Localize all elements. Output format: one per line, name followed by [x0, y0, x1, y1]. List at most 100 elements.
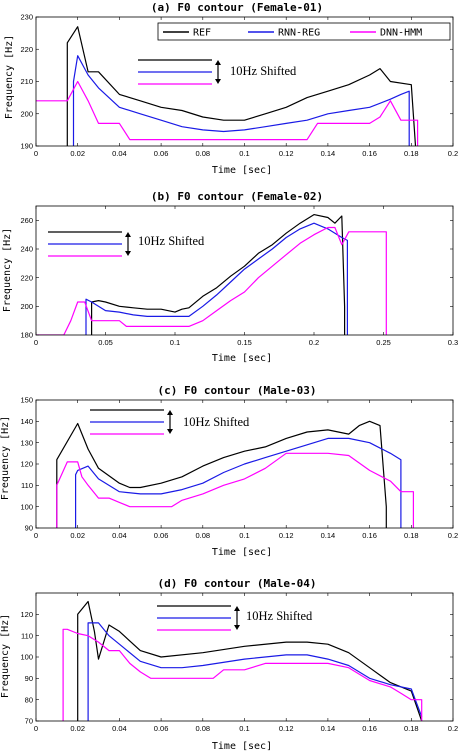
- y-axis-label: Frequency [Hz]: [2, 228, 13, 312]
- y-tick-label: 240: [20, 245, 33, 254]
- x-tick-label: 0.12: [279, 724, 294, 733]
- y-tick-label: 190: [20, 142, 33, 151]
- x-axis-label: Time [sec]: [212, 353, 272, 364]
- y-tick-label: 220: [20, 273, 33, 282]
- axes-box: [35, 205, 454, 336]
- x-tick-label: 0.06: [154, 149, 169, 158]
- x-axis-label: Time [sec]: [212, 165, 272, 176]
- y-tick-label: 200: [20, 109, 33, 118]
- y-tick-label: 180: [20, 331, 33, 340]
- series-line-rnn-reg: [72, 55, 410, 146]
- y-tick-label: 200: [20, 302, 33, 311]
- x-tick-label: 0.05: [98, 338, 113, 347]
- shift-annotation: 10Hz Shifted: [246, 609, 313, 623]
- y-axis-label: Frequency [Hz]: [0, 614, 11, 698]
- x-tick-label: 0.06: [154, 531, 169, 540]
- x-tick-label: 0.18: [404, 149, 419, 158]
- series-line-ref: [77, 600, 423, 721]
- legend-box: [157, 22, 451, 41]
- plot-area: 0 0.02 0.04 0.06 0.08 0.1 0.12 0.14 0.16 0.18 0.2 9…: [20, 396, 458, 540]
- y-axis-label: Frequency [Hz]: [4, 35, 15, 119]
- y-tick-label: 260: [20, 216, 33, 225]
- x-tick-label: 0.08: [195, 149, 210, 158]
- x-tick-label: 0: [34, 724, 38, 733]
- x-tick-label: 0: [34, 149, 38, 158]
- x-axis-label: Time [sec]: [212, 741, 272, 752]
- x-tick-label: 0: [34, 531, 38, 540]
- x-tick-label: 0.18: [404, 531, 419, 540]
- plot-area: 0 0.05 0.1 0.15 0.2 0.25 0.3 180 200 220 240 260 10H…: [20, 205, 458, 347]
- series-line-ref: [56, 420, 387, 528]
- x-tick-label: 0.14: [321, 531, 336, 540]
- x-tick-label: 0.04: [112, 149, 127, 158]
- x-tick-label: 0.02: [70, 724, 85, 733]
- series-line-dnn-hmm: [62, 628, 423, 721]
- x-tick-label: 0.08: [195, 724, 210, 733]
- panel-a: (a) F0 contour (Female-01) 0 0.02 0.04 0.06…: [4, 1, 458, 176]
- y-tick-label: 220: [20, 45, 33, 54]
- x-tick-label: 0.04: [112, 531, 127, 540]
- arrow-head-up: [125, 232, 131, 237]
- x-tick-label: 0.2: [309, 338, 319, 347]
- y-tick-label: 110: [21, 631, 33, 640]
- y-tick-label: 120: [20, 460, 33, 469]
- y-tick-label: 120: [20, 610, 33, 619]
- legend-label: RNN-REG: [278, 28, 320, 39]
- x-tick-label: 0.14: [321, 149, 336, 158]
- y-tick-label: 90: [25, 674, 33, 683]
- x-tick-label: 0.04: [112, 724, 127, 733]
- x-tick-label: 0.2: [448, 531, 458, 540]
- series-group: [56, 420, 414, 528]
- x-tick-label: 0.15: [237, 338, 252, 347]
- shift-annotation: 10Hz Shifted: [183, 415, 250, 429]
- series-line-dnn-hmm: [56, 452, 414, 528]
- x-tick-label: 0.2: [448, 149, 458, 158]
- y-tick-label: 100: [20, 653, 33, 662]
- x-tick-label: 0.12: [279, 149, 294, 158]
- x-tick-label: 0.12: [279, 531, 294, 540]
- x-tick-label: 0.1: [170, 338, 180, 347]
- series-line-ref: [90, 214, 346, 335]
- shift-annotation: 10Hz Shifted: [230, 64, 297, 78]
- y-tick-label: 70: [25, 717, 33, 726]
- panel-b: (b) F0 contour (Female-02) 0 0.05 0.1 0.15 0…: [2, 190, 458, 364]
- y-tick-label: 150: [20, 396, 33, 405]
- x-tick-label: 0.1: [239, 149, 249, 158]
- y-tick-label: 140: [20, 417, 33, 426]
- arrow-head-down: [234, 625, 240, 630]
- x-tick-label: 0.02: [70, 531, 85, 540]
- panel-d: (d) F0 contour (Male-04) 0 0.02 0.04 0.06 0.…: [0, 577, 458, 752]
- y-tick-label: 100: [20, 502, 33, 511]
- y-tick-label: 90: [25, 524, 33, 533]
- x-tick-label: 0.16: [362, 724, 377, 733]
- series-line-dnn-hmm: [36, 80, 419, 146]
- x-tick-label: 0: [34, 338, 38, 347]
- chart-title: (c) F0 contour (Male-03): [158, 384, 317, 397]
- arrow-head-up: [215, 60, 221, 65]
- series-line-rnn-reg: [87, 622, 423, 721]
- legend: REF RNN-REG DNN-HMM: [157, 22, 451, 41]
- y-tick-label: 110: [21, 481, 33, 490]
- x-tick-label: 0.1: [239, 531, 249, 540]
- arrow-head-down: [125, 251, 131, 256]
- x-tick-label: 0.16: [362, 531, 377, 540]
- plot-area: 0 0.02 0.04 0.06 0.08 0.1 0.12 0.14 0.16 0.18 0.2 7…: [20, 592, 458, 733]
- x-tick-label: 0.02: [70, 149, 85, 158]
- y-axis-label: Frequency [Hz]: [0, 416, 11, 500]
- x-tick-label: 0.18: [404, 724, 419, 733]
- chart-title: (d) F0 contour (Male-04): [158, 577, 317, 590]
- x-tick-label: 0.08: [195, 531, 210, 540]
- x-tick-label: 0.1: [239, 724, 249, 733]
- y-tick-label: 80: [25, 695, 33, 704]
- x-axis-label: Time [sec]: [212, 547, 272, 558]
- x-tick-label: 0.25: [376, 338, 391, 347]
- arrow-head-down: [167, 429, 173, 434]
- x-tick-label: 0.2: [448, 724, 458, 733]
- y-tick-label: 130: [20, 438, 33, 447]
- series-group: [36, 214, 387, 335]
- x-tick-label: 0.3: [448, 338, 458, 347]
- panel-c: (c) F0 contour (Male-03) 0 0.02 0.04 0.06 0.…: [0, 384, 458, 558]
- arrow-head-up: [167, 410, 173, 415]
- series-line-rnn-reg: [85, 222, 348, 335]
- chart-title: (b) F0 contour (Female-02): [151, 190, 323, 203]
